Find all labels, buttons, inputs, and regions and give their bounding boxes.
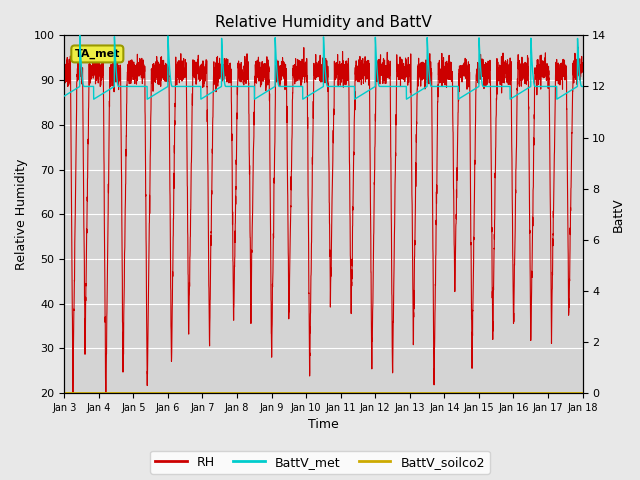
Y-axis label: Relative Humidity: Relative Humidity (15, 158, 28, 270)
Legend: RH, BattV_met, BattV_soilco2: RH, BattV_met, BattV_soilco2 (150, 451, 490, 474)
Y-axis label: BattV: BattV (612, 197, 625, 231)
Title: Relative Humidity and BattV: Relative Humidity and BattV (215, 15, 432, 30)
Text: TA_met: TA_met (75, 49, 120, 59)
X-axis label: Time: Time (308, 419, 339, 432)
